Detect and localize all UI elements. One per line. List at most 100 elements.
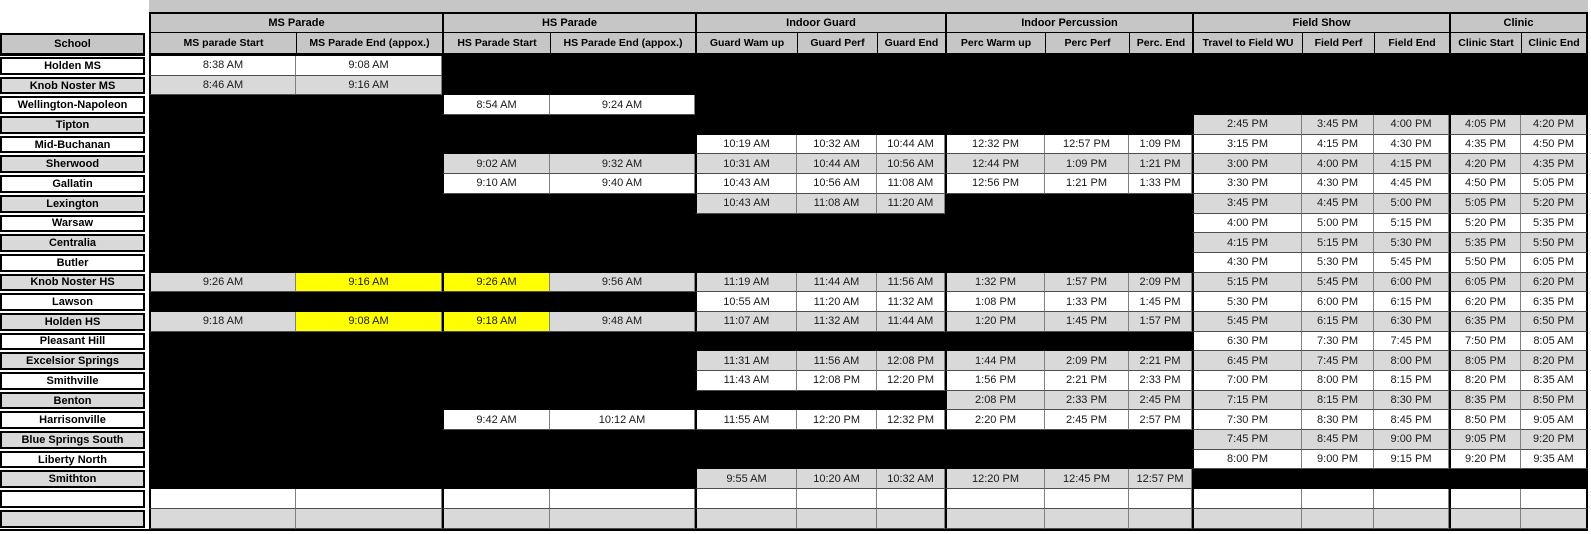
school-cell[interactable]: Warsaw — [0, 214, 145, 233]
blacked-out-cell[interactable] — [550, 449, 695, 470]
blacked-out-cell[interactable] — [877, 449, 945, 470]
blacked-out-cell[interactable] — [149, 95, 296, 116]
blacked-out-cell[interactable] — [877, 115, 945, 135]
time-cell[interactable]: 6:05 PM — [1449, 272, 1521, 293]
time-cell[interactable]: 7:45 PM — [1192, 430, 1302, 450]
blacked-out-cell[interactable] — [695, 449, 797, 470]
time-cell[interactable]: 9:16 AM — [296, 75, 442, 96]
blacked-out-cell[interactable] — [695, 115, 797, 135]
column-header-ms-parade-end-appox-[interactable]: MS Parade End (appox.) — [296, 33, 442, 56]
school-cell-empty[interactable] — [0, 509, 145, 528]
time-cell[interactable]: 2:21 PM — [1045, 371, 1129, 391]
blacked-out-cell[interactable] — [1045, 56, 1129, 76]
blacked-out-cell[interactable] — [442, 75, 550, 96]
time-cell[interactable]: 3:45 PM — [1192, 193, 1302, 214]
time-cell[interactable]: 11:31 AM — [695, 351, 797, 371]
time-cell[interactable]: 8:50 PM — [1449, 410, 1521, 431]
time-cell[interactable]: 9:08 AM — [296, 311, 442, 332]
time-cell[interactable]: 2:45 PM — [1192, 115, 1302, 135]
group-header-ms-parade[interactable]: MS Parade — [149, 12, 442, 33]
blacked-out-cell[interactable] — [797, 95, 877, 116]
column-header-hs-parade-end-appox-[interactable]: HS Parade End (appox.) — [550, 33, 695, 56]
blacked-out-cell[interactable] — [149, 193, 296, 214]
time-cell[interactable]: 5:30 PM — [1302, 252, 1374, 273]
blacked-out-cell[interactable] — [945, 331, 1045, 352]
time-cell[interactable]: 5:30 PM — [1192, 292, 1302, 312]
time-cell[interactable]: 8:35 PM — [1449, 390, 1521, 411]
time-cell[interactable]: 3:15 PM — [1192, 134, 1302, 155]
time-cell[interactable]: 10:55 AM — [695, 292, 797, 312]
time-cell[interactable]: 11:56 AM — [797, 351, 877, 371]
school-cell[interactable]: Holden HS — [0, 312, 145, 331]
time-cell[interactable]: 10:32 AM — [797, 134, 877, 155]
blacked-out-cell[interactable] — [442, 469, 550, 490]
time-cell[interactable]: 4:05 PM — [1449, 115, 1521, 135]
time-cell[interactable]: 8:50 PM — [1521, 390, 1588, 411]
time-cell[interactable]: 4:00 PM — [1302, 154, 1374, 175]
time-cell[interactable]: 5:30 PM — [1374, 233, 1449, 253]
blacked-out-cell[interactable] — [1374, 75, 1449, 96]
blacked-out-cell[interactable] — [550, 351, 695, 371]
time-cell[interactable]: 10:43 AM — [695, 193, 797, 214]
time-cell[interactable]: 12:57 PM — [1045, 134, 1129, 155]
time-cell[interactable]: 4:20 PM — [1521, 115, 1588, 135]
school-cell[interactable]: Tipton — [0, 116, 145, 134]
blacked-out-cell[interactable] — [149, 154, 296, 175]
time-cell[interactable]: 8:45 PM — [1302, 430, 1374, 450]
blacked-out-cell[interactable] — [1129, 449, 1192, 470]
time-cell[interactable]: 5:45 PM — [1192, 311, 1302, 332]
time-cell[interactable]: 8:38 AM — [149, 56, 296, 76]
empty-cell[interactable] — [442, 508, 550, 529]
blacked-out-cell[interactable] — [149, 115, 296, 135]
blacked-out-cell[interactable] — [442, 449, 550, 470]
empty-cell[interactable] — [1302, 508, 1374, 529]
time-cell[interactable]: 4:50 PM — [1449, 174, 1521, 194]
group-header-indoor-percussion[interactable]: Indoor Percussion — [945, 12, 1192, 33]
blacked-out-cell[interactable] — [1521, 75, 1588, 96]
empty-cell[interactable] — [1129, 489, 1192, 509]
time-cell[interactable]: 4:00 PM — [1374, 115, 1449, 135]
time-cell[interactable]: 9:18 AM — [149, 311, 296, 332]
blacked-out-cell[interactable] — [442, 390, 550, 411]
blacked-out-cell[interactable] — [1045, 115, 1129, 135]
empty-cell[interactable] — [1302, 489, 1374, 509]
blacked-out-cell[interactable] — [797, 75, 877, 96]
blacked-out-cell[interactable] — [296, 410, 442, 431]
column-header-ms-parade-start[interactable]: MS parade Start — [149, 33, 296, 56]
time-cell[interactable]: 10:31 AM — [695, 154, 797, 175]
blacked-out-cell[interactable] — [550, 134, 695, 155]
column-header-perc-perf[interactable]: Perc Perf — [1045, 33, 1129, 56]
blacked-out-cell[interactable] — [442, 233, 550, 253]
time-cell[interactable]: 10:12 AM — [550, 410, 695, 431]
blacked-out-cell[interactable] — [797, 390, 877, 411]
blacked-out-cell[interactable] — [1129, 331, 1192, 352]
time-cell[interactable]: 8:30 PM — [1374, 390, 1449, 411]
blacked-out-cell[interactable] — [442, 213, 550, 234]
time-cell[interactable]: 7:45 PM — [1302, 351, 1374, 371]
time-cell[interactable]: 1:33 PM — [1129, 174, 1192, 194]
blacked-out-cell[interactable] — [945, 233, 1045, 253]
time-cell[interactable]: 11:43 AM — [695, 371, 797, 391]
time-cell[interactable]: 1:56 PM — [945, 371, 1045, 391]
time-cell[interactable]: 4:20 PM — [1449, 154, 1521, 175]
blacked-out-cell[interactable] — [296, 95, 442, 116]
column-header-hs-parade-start[interactable]: HS Parade Start — [442, 33, 550, 56]
time-cell[interactable]: 12:44 PM — [945, 154, 1045, 175]
blacked-out-cell[interactable] — [945, 193, 1045, 214]
time-cell[interactable]: 8:35 AM — [1521, 371, 1588, 391]
time-cell[interactable]: 9:24 AM — [550, 95, 695, 116]
group-header-indoor-guard[interactable]: Indoor Guard — [695, 12, 945, 33]
school-cell[interactable]: Sherwood — [0, 155, 145, 174]
time-cell[interactable]: 6:35 PM — [1521, 292, 1588, 312]
time-cell[interactable]: 8:00 PM — [1302, 371, 1374, 391]
time-cell[interactable]: 11:32 AM — [877, 292, 945, 312]
blacked-out-cell[interactable] — [877, 390, 945, 411]
time-cell[interactable]: 1:57 PM — [1129, 311, 1192, 332]
blacked-out-cell[interactable] — [550, 56, 695, 76]
time-cell[interactable]: 10:44 AM — [797, 154, 877, 175]
time-cell[interactable]: 10:32 AM — [877, 469, 945, 490]
time-cell[interactable]: 12:08 PM — [797, 371, 877, 391]
blacked-out-cell[interactable] — [149, 213, 296, 234]
blacked-out-cell[interactable] — [296, 390, 442, 411]
blacked-out-cell[interactable] — [550, 252, 695, 273]
